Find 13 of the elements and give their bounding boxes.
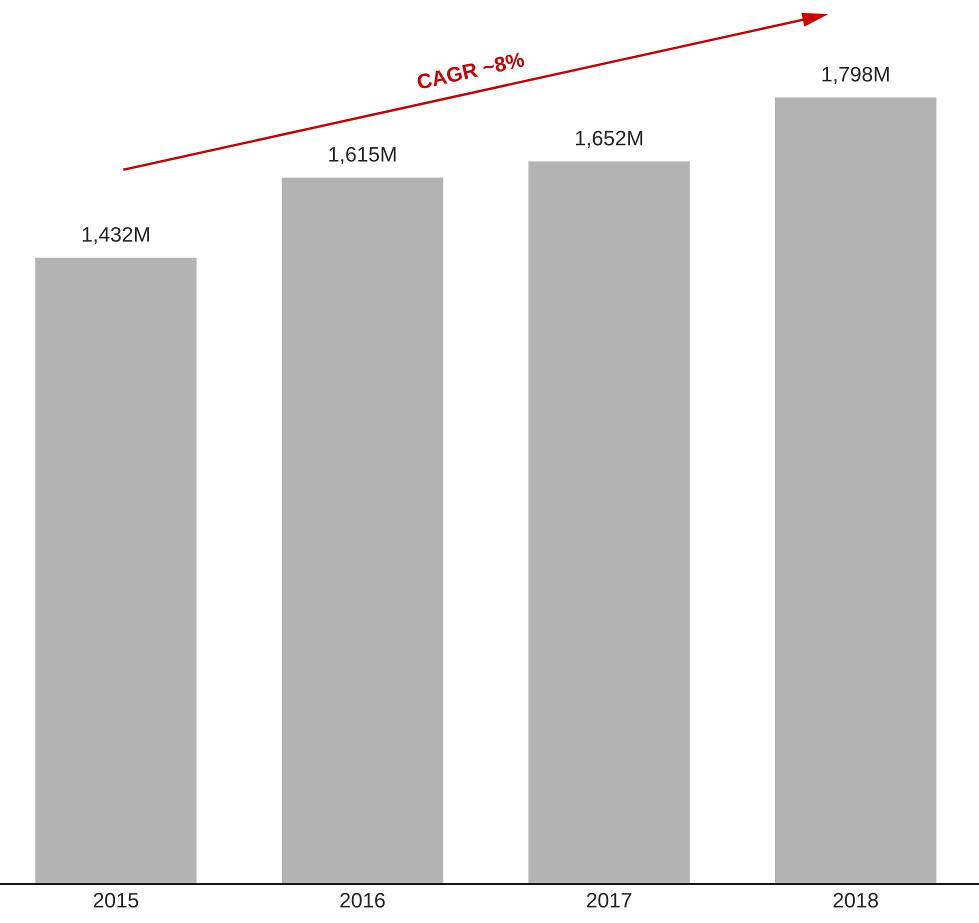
bar <box>774 96 938 884</box>
data-label: 1,652M <box>576 130 642 148</box>
x-tick-label: 2017 <box>586 892 632 908</box>
bar <box>527 160 692 884</box>
data-label: 1,615M <box>329 146 396 164</box>
x-tick-label: 2015 <box>94 892 138 908</box>
text: CAGR ~8% <box>416 52 525 90</box>
x-tick-label: 2018 <box>834 892 878 908</box>
bar <box>34 256 198 884</box>
bar <box>280 176 445 884</box>
x-tick-label: 2016 <box>340 892 385 908</box>
data-label: 1,432M <box>82 227 149 244</box>
data-label: 1,798M <box>822 66 889 84</box>
